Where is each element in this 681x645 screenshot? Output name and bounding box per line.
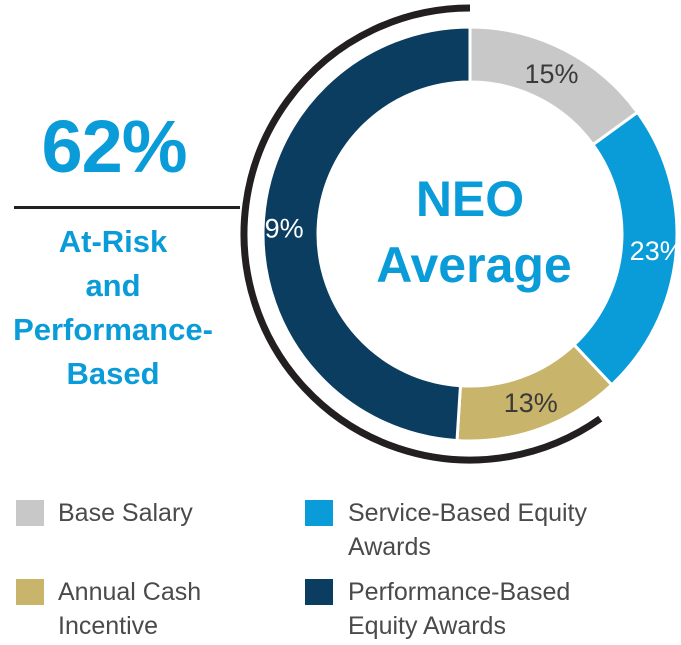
slice-value-label: 15% <box>524 59 578 89</box>
center-label-line-2: Average <box>376 237 571 293</box>
legend-swatch-performance-based-equity <box>305 579 333 605</box>
slice-value-label: 23% <box>630 236 681 266</box>
legend-text: Base Salary <box>58 499 193 527</box>
at-risk-bracket-arc <box>240 4 603 464</box>
legend-swatch-annual-cash-incentive <box>16 579 44 605</box>
donut-slice-performance-based-equity-awards <box>261 25 472 443</box>
slice-value-label: 13% <box>504 388 558 418</box>
legend-text: Equity Awards <box>348 612 506 640</box>
slice-value-label: 49% <box>250 213 304 243</box>
legend-label-base-salary: Base Salary <box>58 496 193 530</box>
callout-divider <box>14 206 240 209</box>
center-label-line-1: NEO <box>416 171 524 227</box>
legend-text: Incentive <box>58 612 159 640</box>
legend-label-service-based-equity: Service-Based Equity Awards <box>348 496 587 564</box>
at-risk-label-line-1: At-Risk <box>58 224 168 259</box>
legend-text: Annual Cash <box>58 578 202 606</box>
legend-text: Service-Based Equity <box>348 499 588 527</box>
legend-text: Awards <box>348 533 431 561</box>
at-risk-label-line-4: Based <box>66 356 160 391</box>
at-risk-label-line-2: and <box>85 268 141 303</box>
at-risk-label: At-Risk and Performance- Based <box>0 220 226 396</box>
legend-label-annual-cash-incentive: Annual Cash Incentive <box>58 575 201 643</box>
legend-swatch-service-based-equity <box>305 500 333 526</box>
at-risk-label-line-3: Performance- <box>13 312 213 347</box>
legend-swatch-base-salary <box>16 500 44 526</box>
legend-label-performance-based-equity: Performance-Based Equity Awards <box>348 575 570 643</box>
at-risk-percent: 62% <box>41 105 187 188</box>
legend-text: Performance-Based <box>348 578 571 606</box>
